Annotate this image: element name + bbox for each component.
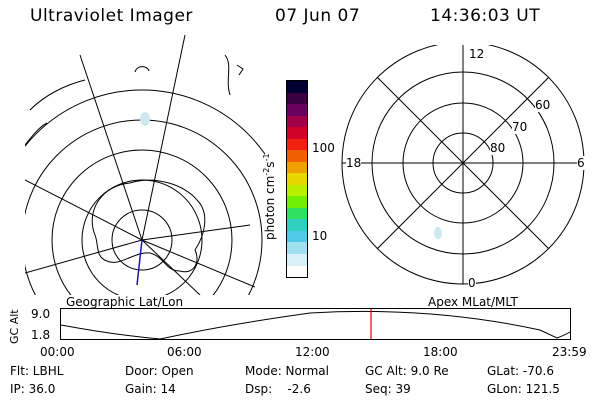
antarctica-outline xyxy=(91,179,206,273)
apex-panel-label: Apex MLat/MLT xyxy=(428,295,518,309)
alt-xtick-3: 18:00 xyxy=(423,345,458,359)
alt-plot-ylabel: GC Alt xyxy=(8,309,21,344)
time-label: 14:36:03 UT xyxy=(430,6,541,26)
colorbar-swatch xyxy=(287,161,307,174)
colorbar-swatch xyxy=(287,173,307,185)
meridian-2 xyxy=(79,54,143,241)
altitude-curve xyxy=(60,310,571,340)
lat-circle-1 xyxy=(111,209,173,271)
unit-mid: s xyxy=(263,161,277,168)
status-ip: IP: 36.0 xyxy=(10,382,56,396)
colorbar-swatch xyxy=(287,207,307,220)
meridian-5 xyxy=(141,239,256,288)
mlt-label-18: 18 xyxy=(346,156,362,170)
colorbar-unit-label: photon cm-2s-1 xyxy=(262,153,277,240)
colorbar-swatch xyxy=(287,242,307,254)
alt-xtick-2: 12:00 xyxy=(295,345,330,359)
alt-plot-frame xyxy=(60,308,571,340)
alt-xtick-4: 23:59 xyxy=(552,345,587,359)
meridian-3 xyxy=(25,179,143,241)
mlt-label-12: 12 xyxy=(469,47,485,61)
aurora-patch xyxy=(140,112,150,126)
status-glon: GLon: 121.5 xyxy=(487,382,560,396)
instrument-title: Ultraviolet Imager xyxy=(30,6,193,26)
mlt-label-6: 6 xyxy=(577,156,585,170)
status-seq: Seq: 39 xyxy=(365,382,411,396)
meridian-1 xyxy=(141,35,186,241)
status-mode: Mode: Normal xyxy=(245,364,329,378)
colorbar xyxy=(286,80,308,278)
satellite-track xyxy=(136,239,143,286)
lat-circle-3 xyxy=(51,149,233,295)
status-glat: GLat: -70.6 xyxy=(487,364,554,378)
status-gc-alt: GC Alt: 9.0 Re xyxy=(365,364,449,378)
colorbar-swatch xyxy=(287,115,307,128)
mlat-label-60: 60 xyxy=(535,98,551,112)
unit-exp-2: -1 xyxy=(262,153,271,162)
coast-outline-east xyxy=(224,54,244,96)
meridian-6 xyxy=(141,224,251,241)
meridian-4 xyxy=(25,239,143,274)
date-label: 07 Jun 07 xyxy=(275,6,361,26)
alt-xtick-0: 00:00 xyxy=(40,345,75,359)
altitude-plot xyxy=(60,308,571,340)
colorbar-swatch xyxy=(287,81,307,93)
colorbar-swatch xyxy=(287,253,307,266)
colorbar-tick-10: 10 xyxy=(312,229,328,243)
status-dsp: Dsp: -2.6 xyxy=(245,382,311,396)
colorbar-swatch xyxy=(287,138,307,151)
colorbar-tick-100: 100 xyxy=(312,141,335,155)
apex-polar-plot xyxy=(341,45,585,285)
alt-ytick-high: 9.0 xyxy=(31,307,51,321)
colorbar-swatch xyxy=(287,219,307,231)
lat-circle-5 xyxy=(25,89,265,156)
coast-outline-north xyxy=(134,66,150,73)
colorbar-swatch xyxy=(287,127,307,139)
meridian-7 xyxy=(141,239,201,295)
mlt-label-0: 0 xyxy=(468,276,476,290)
alt-xtick-1: 06:00 xyxy=(167,345,202,359)
mlt-diagonal-2 xyxy=(376,76,550,250)
alt-ytick-low: 1.8 xyxy=(31,328,51,342)
unit-text: photon cm xyxy=(263,175,277,240)
colorbar-swatch xyxy=(287,230,307,243)
coast-outline-west xyxy=(25,79,86,146)
colorbar-swatch xyxy=(287,184,307,197)
status-gain: Gain: 14 xyxy=(125,382,176,396)
status-flt: Flt: LBHL xyxy=(10,364,64,378)
colorbar-swatch xyxy=(287,196,307,208)
lat-circle-2 xyxy=(81,179,203,295)
colorbar-swatch xyxy=(287,150,307,162)
colorbar-swatch xyxy=(287,92,307,105)
geographic-map xyxy=(25,35,265,295)
colorbar-swatch xyxy=(287,265,307,278)
unit-exp-1: -2 xyxy=(262,167,271,176)
aurora-patch-apex xyxy=(434,227,442,239)
colorbar-swatch xyxy=(287,104,307,116)
geo-panel-label: Geographic Lat/Lon xyxy=(66,295,184,309)
mlat-label-70: 70 xyxy=(512,120,528,134)
mlat-label-80: 80 xyxy=(490,141,506,155)
status-door: Door: Open xyxy=(125,364,194,378)
